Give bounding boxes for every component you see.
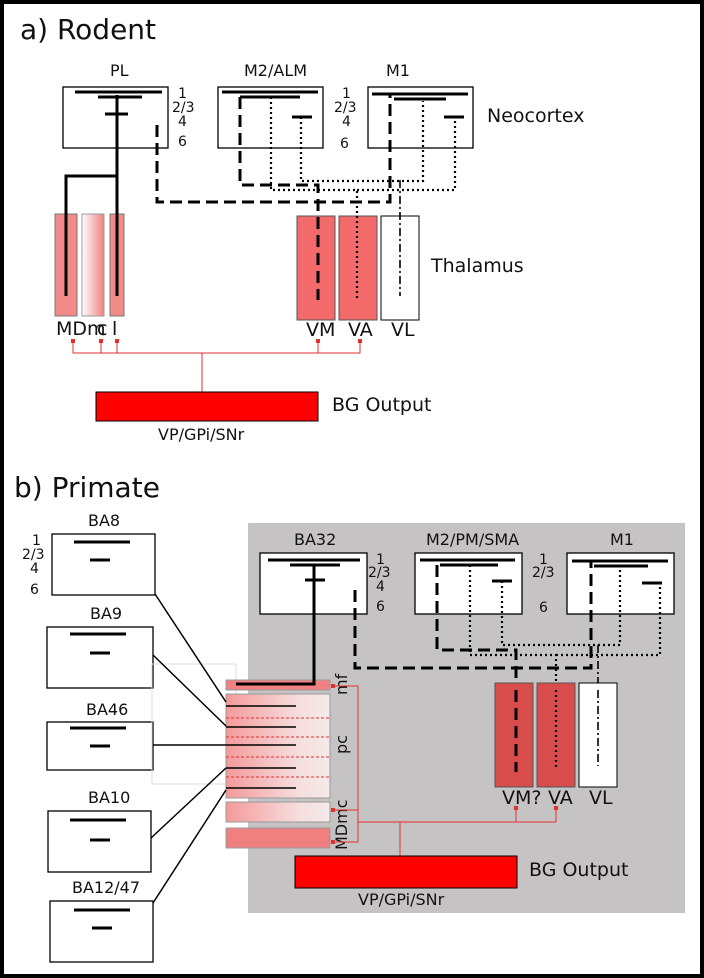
layer-label-1-ba8: 1 [32,533,41,549]
layer-label-6-m1: 6 [539,600,548,616]
nucleus-label-vm-primate: VM? [502,787,541,809]
primate-panel: b) Primate BA8 1 2/3 4 6 BA9 BA46 BA10 B… [14,471,685,963]
layer-label-2-3-ba32: 2/3 [368,565,391,581]
nucleus-label-vl-primate: VL [589,787,613,809]
nucleus-label-va-primate: VA [548,787,573,809]
rodent-panel: a) Rodent PL M2/ALM M1 1 2/3 4 6 1 2/3 4… [20,13,584,444]
prefrontal-layer-bars [70,540,130,930]
thalamus-nucleus-mdc [81,213,105,317]
layer-label-6-m2: 6 [340,136,349,152]
prefrontal-md-projections [150,593,296,904]
layer-label-4: 4 [178,114,187,130]
primate-bg-terminals [331,684,558,844]
m2-vm-dashed-pathway [155,95,392,300]
layer-label-6-ba8: 6 [30,582,39,598]
nucleus-label-vl: VL [391,319,415,341]
md-subdivision-mdmc-upper [225,801,331,823]
area-label-ba8: BA8 [88,511,120,530]
cortex-box-ba9 [46,626,154,689]
nucleus-label-va: VA [348,319,373,341]
layer-label-2-3: 2/3 [172,100,195,116]
rodent-bg-terminals [71,339,362,343]
layer-label-1-m2: 1 [342,86,351,102]
va-dotted-pathway [269,97,457,298]
layer-label-1: 1 [178,86,187,102]
area-label-ba32: BA32 [294,530,336,549]
bg-output-label-primate: BG Output [529,859,628,881]
area-label-m1-primate: M1 [610,530,634,549]
bg-output-label-rodent: BG Output [332,394,431,416]
primate-layer-bars [268,558,668,585]
area-label-ba9: BA9 [90,604,122,623]
nucleus-label-c: c [97,318,107,340]
primate-bg-wiring [335,685,557,856]
layer-label-2-3-m1: 2/3 [532,565,555,581]
cortex-box-ba8 [51,533,156,596]
area-label-m2-alm: M2/ALM [244,61,307,80]
md-subdivision-mdmc-lower [225,827,331,849]
area-label-m1: M1 [386,61,410,80]
nucleus-label-vm: VM [306,319,335,341]
ba32-mf-projection [236,565,316,686]
thalamus-label: Thalamus [430,255,524,277]
area-label-ba10: BA10 [88,788,130,807]
area-label-ba12-47: BA12/47 [72,878,140,897]
layer-label-4-ba8: 4 [30,561,39,577]
nucleus-label-l: l [112,318,117,340]
cortex-box-ba46 [46,721,154,771]
layer-label-2-3-m2: 2/3 [334,100,357,116]
bg-nuclei-label-primate: VP/GPi/SNr [358,890,445,909]
cortex-box-m1 [367,86,474,149]
thalamus-nucleus-vm-primate [494,682,534,788]
rodent-panel-title: a) Rodent [20,13,156,46]
md-label-pc: pc [332,735,351,754]
layer-label-6-ba32: 6 [376,599,385,615]
layer-label-4-m2: 4 [342,114,351,130]
area-label-ba46: BA46 [86,700,128,719]
layer-label-2-3-ba8: 2/3 [22,547,45,563]
neocortex-label: Neocortex [487,105,584,127]
md-subdivision-pc [225,693,331,799]
bg-output-box-primate [294,855,518,889]
bg-output-box-rodent [95,391,319,422]
layer-label-6: 6 [178,134,187,150]
thalamus-nucleus-vm [296,215,336,321]
pl-md-loop [64,95,119,296]
bg-nuclei-label-rodent: VP/GPi/SNr [158,425,245,444]
layer-label-1-m1: 1 [539,552,548,568]
md-label-mf: mf [332,673,351,695]
layer-label-1-ba32: 1 [376,552,385,568]
area-label-pl: PL [110,61,129,80]
layer-label-4-ba32: 4 [376,579,385,595]
cortex-box-m2-pm-sma [414,552,523,615]
primate-panel-title: b) Primate [14,471,160,504]
md-label-mdmc: MDmc [332,799,351,850]
md-internal-dividers [226,717,330,778]
area-label-m2-pm-sma: M2/PM/SMA [426,530,519,549]
nucleus-label-mdm: MDm [56,318,106,340]
